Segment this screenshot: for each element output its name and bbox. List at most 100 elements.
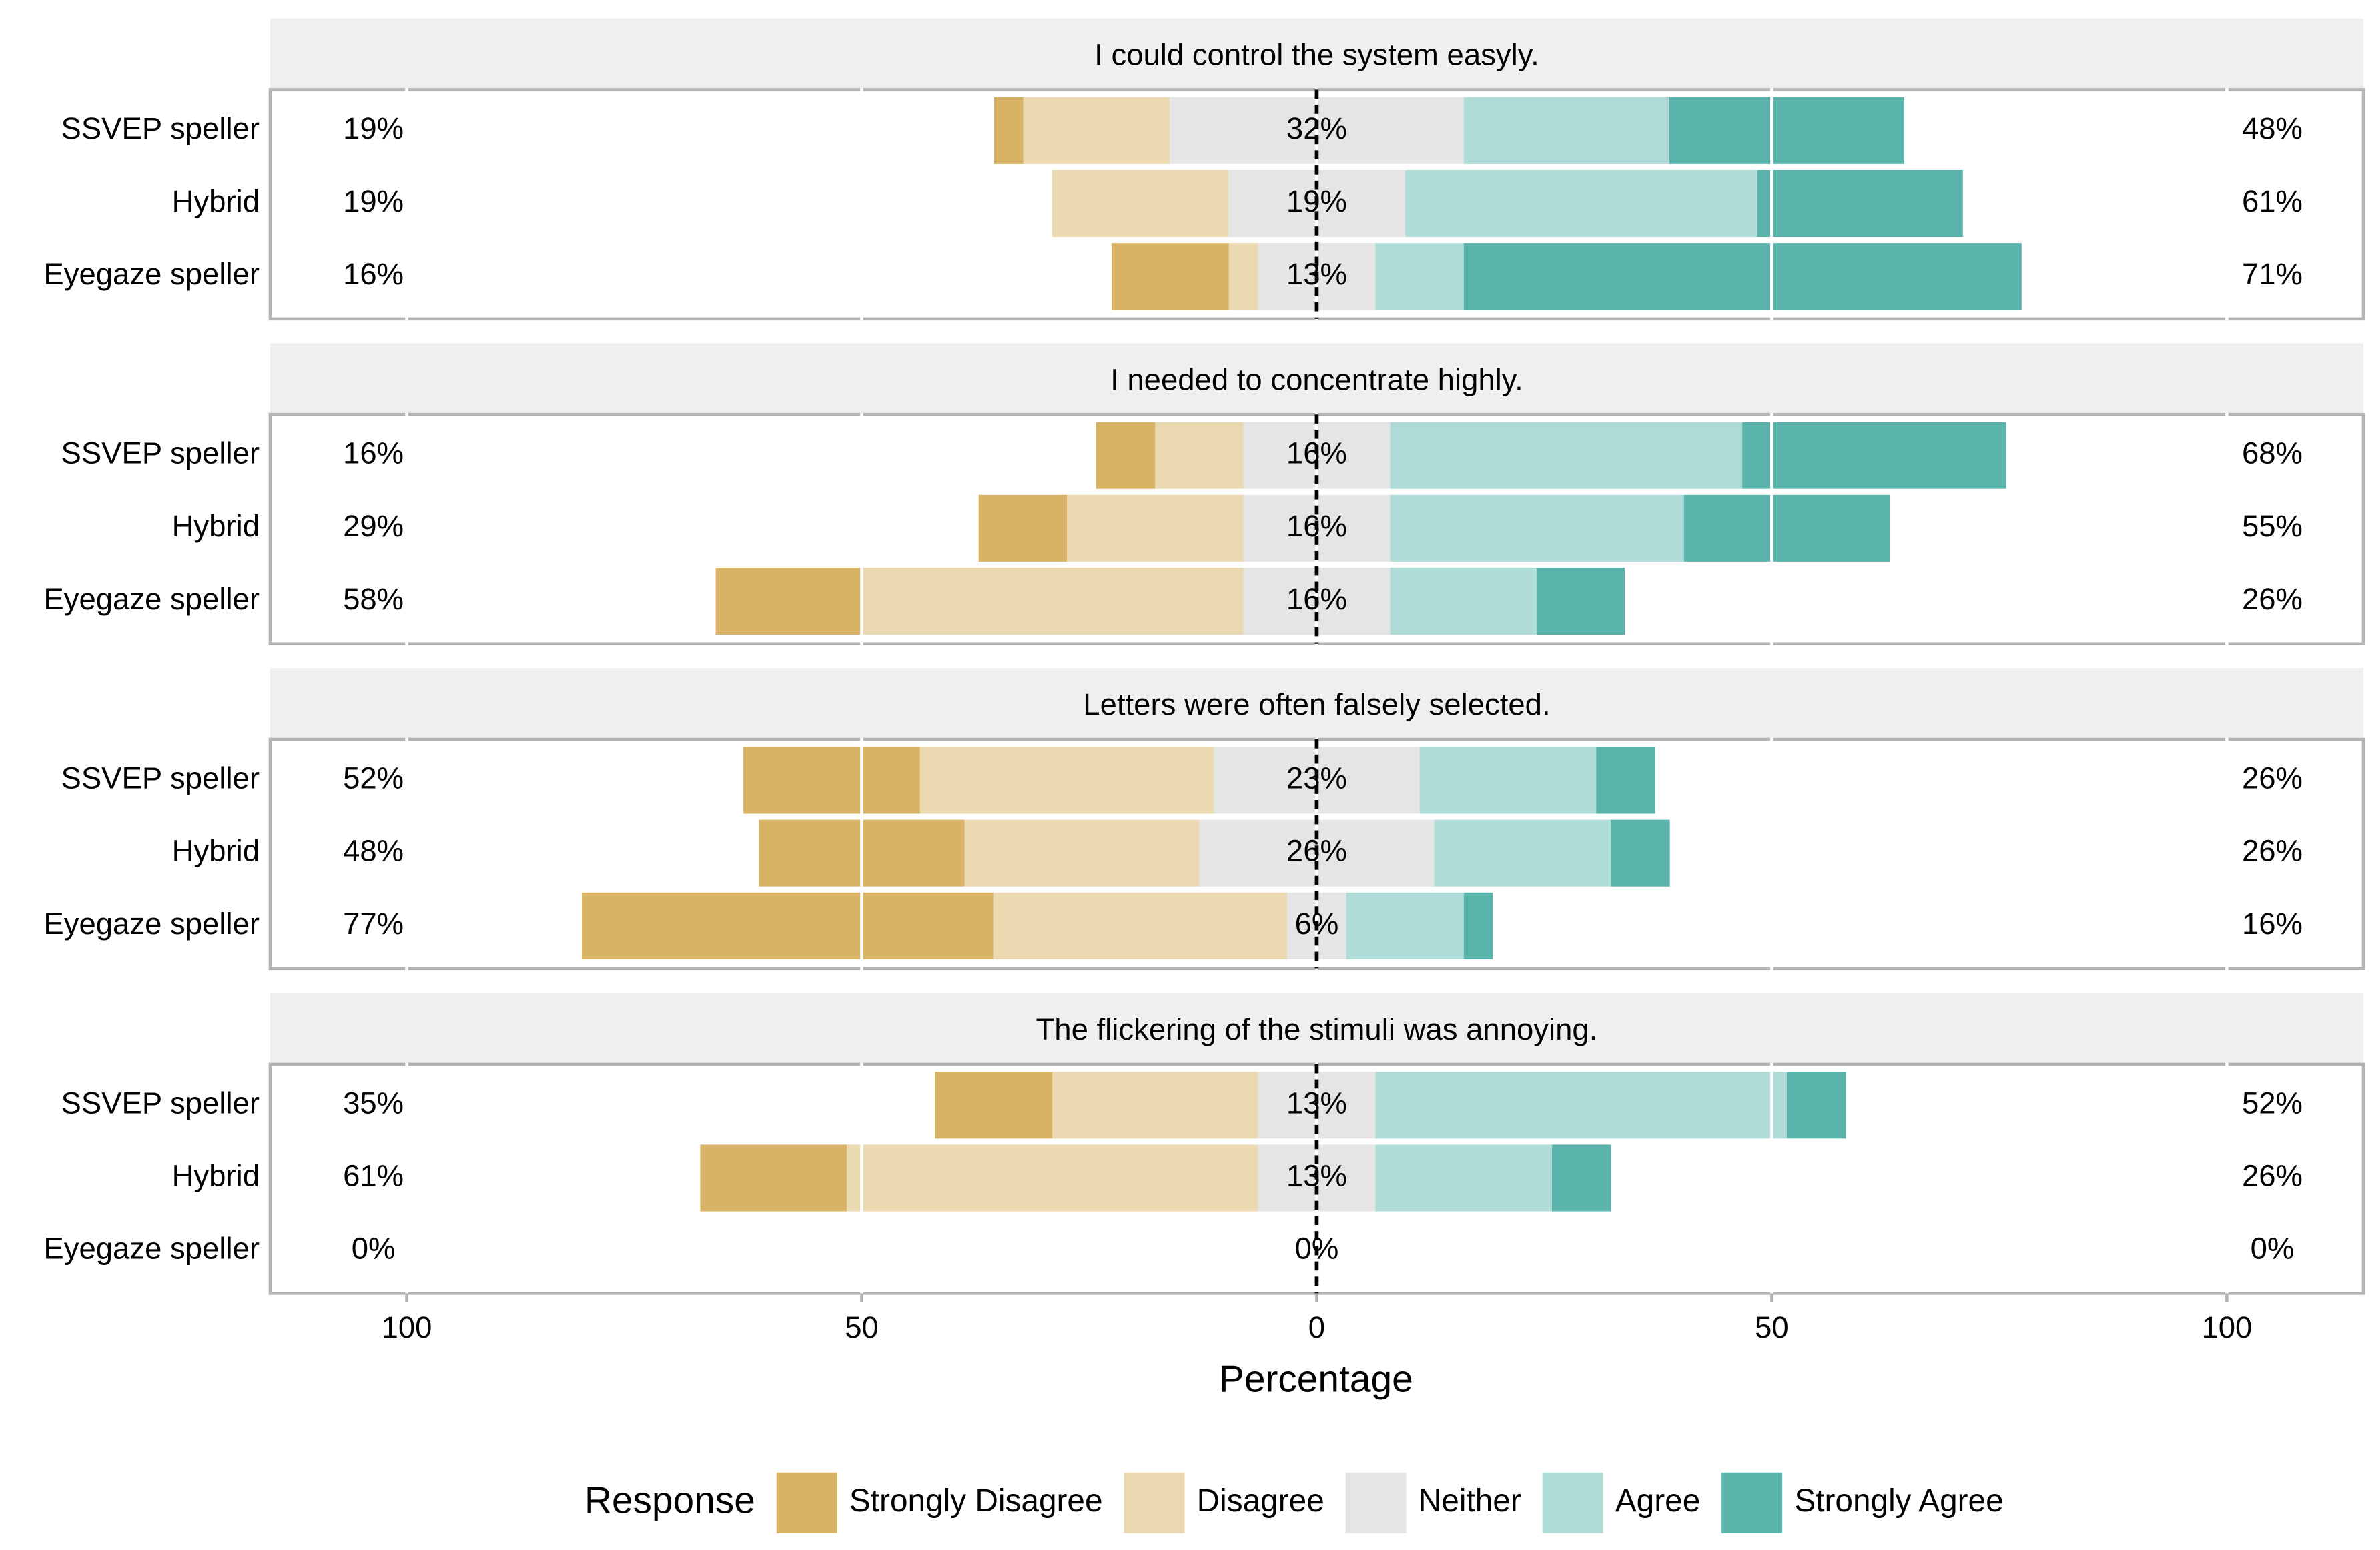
bar-segment	[1552, 1144, 1611, 1212]
neither-label: 13%	[1286, 257, 1347, 291]
bar-segment	[1683, 494, 1890, 562]
y-tick-label: SSVEP speller	[61, 436, 260, 470]
y-tick-label: Eyegaze speller	[43, 257, 260, 291]
bar-segment	[862, 567, 1244, 635]
y-tick-label: SSVEP speller	[61, 761, 260, 795]
facet-title: The flickering of the stimuli was annoyi…	[1036, 1012, 1598, 1046]
neither-label: 6%	[1295, 907, 1339, 941]
bar-segment	[846, 1144, 1258, 1212]
facet-title: Letters were often falsely selected.	[1083, 687, 1550, 721]
neither-label: 32%	[1286, 111, 1347, 145]
x-tick-label: 100	[382, 1310, 432, 1344]
legend-label: Disagree	[1197, 1483, 1324, 1519]
neither-label: 13%	[1286, 1086, 1347, 1120]
bar-segment	[1669, 97, 1904, 164]
bar-segment	[1434, 819, 1611, 887]
y-tick-label: Hybrid	[172, 509, 260, 543]
neither-label: 0%	[1295, 1232, 1339, 1266]
low-label: 0%	[352, 1232, 396, 1266]
bar-segment	[1375, 1072, 1787, 1139]
bar-segment	[1096, 422, 1156, 489]
high-label: 61%	[2242, 184, 2303, 218]
facet-title: I needed to concentrate highly.	[1110, 362, 1523, 396]
bar-segment	[935, 1072, 1053, 1139]
bar-segment	[1596, 747, 1655, 814]
bar-segment	[964, 819, 1200, 887]
facet-strip	[270, 992, 2363, 1064]
low-label: 16%	[343, 436, 404, 470]
bar-segment	[978, 494, 1068, 562]
bar-segment	[993, 892, 1288, 959]
x-tick-label: 50	[845, 1310, 879, 1344]
bar-segment	[1375, 243, 1464, 310]
bar-segment	[1052, 169, 1229, 238]
low-label: 61%	[343, 1158, 404, 1192]
low-label: 77%	[343, 907, 404, 941]
bar-segment	[1228, 243, 1258, 310]
low-label: 19%	[343, 111, 404, 145]
high-label: 16%	[2242, 907, 2303, 941]
high-label: 26%	[2242, 761, 2303, 795]
bar-segment	[919, 747, 1214, 814]
high-label: 55%	[2242, 509, 2303, 543]
bar-segment	[1463, 243, 2022, 310]
y-tick-label: SSVEP speller	[61, 1086, 260, 1120]
legend-label: Strongly Disagree	[849, 1483, 1103, 1519]
bar-segment	[700, 1144, 847, 1212]
low-label: 48%	[343, 834, 404, 868]
high-label: 71%	[2242, 257, 2303, 291]
neither-label: 19%	[1286, 184, 1347, 218]
bar-segment	[1375, 1144, 1553, 1212]
bar-segment	[1346, 892, 1464, 959]
facet-title: I could control the system easyly.	[1094, 38, 1539, 72]
legend-swatch	[1124, 1472, 1185, 1533]
y-tick-label: Hybrid	[172, 834, 260, 868]
high-label: 26%	[2242, 1158, 2303, 1192]
bar-segment	[1111, 243, 1229, 310]
y-tick-label: Eyegaze speller	[43, 1232, 260, 1266]
low-label: 35%	[343, 1086, 404, 1120]
facet-strip	[270, 668, 2363, 740]
y-tick-label: Eyegaze speller	[43, 907, 260, 941]
legend-label: Strongly Agree	[1794, 1483, 2003, 1519]
bar-segment	[1390, 494, 1684, 562]
legend-swatch	[1542, 1472, 1603, 1533]
bar-segment	[1390, 567, 1537, 635]
y-tick-label: Hybrid	[172, 1158, 260, 1192]
neither-label: 13%	[1286, 1158, 1347, 1192]
neither-label: 16%	[1286, 582, 1347, 616]
neither-label: 16%	[1286, 436, 1347, 470]
neither-label: 23%	[1286, 761, 1347, 795]
facet-strip	[270, 18, 2363, 90]
bar-segment	[1611, 819, 1670, 887]
bar-segment	[1786, 1072, 1846, 1139]
legend-swatch	[1345, 1472, 1407, 1533]
bar-segment	[1757, 169, 1963, 238]
legend-label: Agree	[1615, 1483, 1700, 1519]
bar-segment	[1419, 747, 1597, 814]
x-tick-label: 100	[2201, 1310, 2252, 1344]
high-label: 26%	[2242, 834, 2303, 868]
high-label: 48%	[2242, 111, 2303, 145]
bar-segment	[1536, 567, 1625, 635]
bar-segment	[1405, 169, 1757, 238]
bar-segment	[1052, 1072, 1258, 1139]
bar-segment	[1463, 97, 1669, 164]
neither-label: 16%	[1286, 509, 1347, 543]
high-label: 52%	[2242, 1086, 2303, 1120]
bar-segment	[1390, 422, 1743, 489]
legend-title: Response	[584, 1479, 755, 1521]
legend-swatch	[776, 1472, 837, 1533]
x-tick-label: 0	[1308, 1310, 1325, 1344]
low-label: 58%	[343, 582, 404, 616]
neither-label: 26%	[1286, 834, 1347, 868]
x-axis-label: Percentage	[1219, 1358, 1413, 1400]
bar-segment	[1742, 422, 2006, 489]
low-label: 16%	[343, 257, 404, 291]
bar-segment	[715, 567, 863, 635]
y-tick-label: Hybrid	[172, 184, 260, 218]
y-tick-label: SSVEP speller	[61, 111, 260, 145]
x-tick-label: 50	[1755, 1310, 1789, 1344]
